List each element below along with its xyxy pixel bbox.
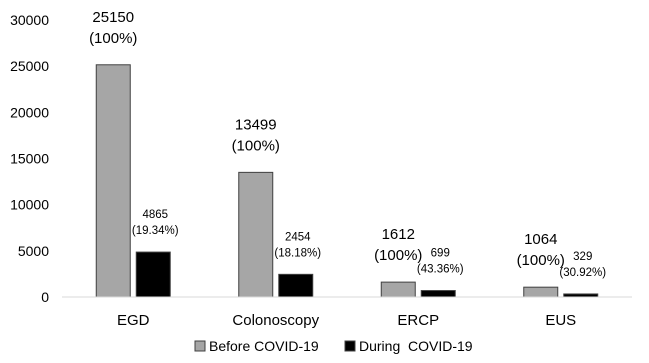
data-label: 13499 — [235, 116, 277, 133]
legend: Before COVID-19 During COVID-19 — [194, 338, 473, 354]
bar-during-colonoscopy — [278, 273, 314, 298]
legend-label: During COVID-19 — [359, 338, 473, 354]
bar-during-egd — [135, 251, 171, 298]
data-label: (100%) — [374, 247, 422, 264]
y-axis: 0 5000 10000 15000 20000 25000 30000 — [10, 12, 49, 305]
x-tick-label: EUS — [545, 312, 576, 329]
x-tick-label: ERCP — [397, 312, 439, 329]
data-label: (100%) — [89, 30, 137, 47]
legend-swatch — [194, 340, 206, 352]
data-label: (100%) — [232, 137, 280, 154]
data-label: (19.34%) — [132, 225, 179, 237]
data-label: 699 — [431, 248, 450, 260]
bar-before-ercp — [380, 281, 416, 298]
data-label: 329 — [573, 251, 592, 263]
data-label: 1612 — [382, 226, 415, 243]
data-label: (30.92%) — [559, 267, 606, 279]
legend-swatch — [344, 340, 356, 352]
y-tick-label: 15000 — [10, 151, 49, 167]
data-label: 25150 — [92, 9, 134, 26]
y-tick-label: 0 — [41, 289, 49, 305]
bar-before-colonoscopy — [238, 171, 274, 298]
y-tick-label: 10000 — [10, 197, 49, 213]
data-label: 1064 — [524, 231, 557, 248]
y-tick-label: 30000 — [10, 12, 49, 28]
data-label: (43.36%) — [417, 264, 464, 276]
bars — [95, 64, 599, 298]
x-tick-label: Colonoscopy — [232, 312, 319, 329]
data-label: 4865 — [142, 209, 168, 221]
x-axis: EGD Colonoscopy ERCP EUS — [62, 296, 632, 329]
data-labels: 25150 (100%) 4865 (19.34%) 13499 (100%) 2454 (1… — [89, 9, 606, 279]
bar-before-egd — [95, 64, 131, 298]
legend-label: Before COVID-19 — [209, 338, 319, 354]
y-tick-label: 5000 — [18, 243, 49, 259]
bar-before-eus — [523, 286, 559, 298]
data-label: (18.18%) — [274, 247, 321, 259]
bar-during-ercp — [420, 290, 456, 298]
y-tick-label: 25000 — [10, 58, 49, 74]
data-label: (100%) — [517, 252, 565, 269]
y-tick-label: 20000 — [10, 104, 49, 120]
x-tick-label: EGD — [117, 312, 150, 329]
data-label: 2454 — [285, 231, 311, 243]
